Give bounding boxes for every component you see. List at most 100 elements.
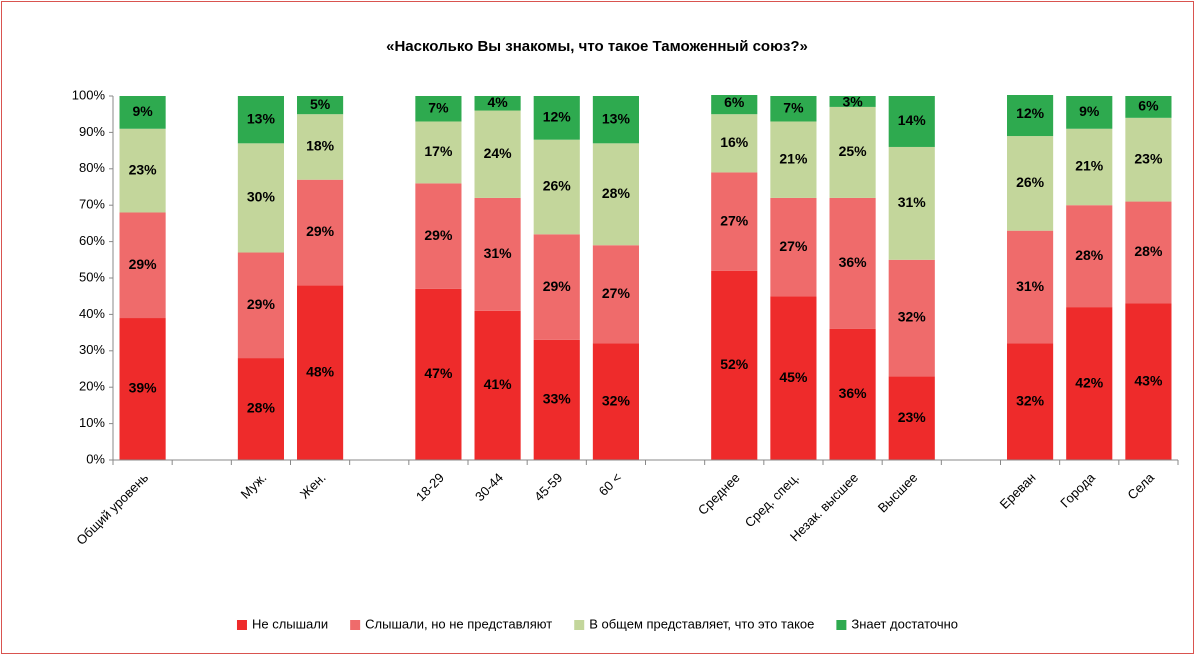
bar-segment xyxy=(237,143,284,253)
data-label: 32% xyxy=(1016,392,1045,408)
y-tick-label: 50% xyxy=(79,269,105,284)
data-label: 5% xyxy=(310,96,331,112)
bar-segment xyxy=(1125,96,1172,118)
y-tick-label: 90% xyxy=(79,124,105,139)
data-label: 6% xyxy=(1138,98,1159,114)
legend-label: Слышали, но не представляют xyxy=(365,616,552,631)
bar-segment xyxy=(770,197,817,297)
bar-segment xyxy=(415,121,462,184)
legend-label: Знает достаточно xyxy=(851,616,958,631)
data-label: 31% xyxy=(484,245,513,261)
data-label: 27% xyxy=(602,285,631,301)
data-label: 29% xyxy=(247,296,276,312)
y-tick-label: 40% xyxy=(79,306,105,321)
bar-segment xyxy=(237,96,284,144)
bar-segment xyxy=(533,139,580,235)
bar-segment xyxy=(415,183,462,289)
bar-segment xyxy=(119,128,166,213)
bar-segment xyxy=(297,114,344,180)
bar-segment xyxy=(711,114,758,173)
bar-segment xyxy=(533,339,580,460)
bar-segment xyxy=(711,172,758,271)
data-label: 7% xyxy=(428,99,449,115)
y-tick-label: 80% xyxy=(79,160,105,175)
data-label: 23% xyxy=(898,409,927,425)
bar-segment xyxy=(119,318,166,460)
data-label: 26% xyxy=(543,178,572,194)
bar-segment xyxy=(829,197,876,329)
data-label: 4% xyxy=(487,94,508,110)
data-label: 32% xyxy=(602,392,631,408)
legend-label: В общем представляет, что это такое xyxy=(589,616,814,631)
bar-segment xyxy=(888,259,935,377)
data-label: 48% xyxy=(306,363,335,379)
data-label: 24% xyxy=(484,145,513,161)
bar-segment xyxy=(592,143,639,246)
bar-segment xyxy=(119,212,166,319)
bar-segment xyxy=(592,96,639,144)
bar-segment xyxy=(592,343,639,460)
bar-segment xyxy=(1007,136,1054,231)
bar-segment xyxy=(237,358,284,460)
data-label: 9% xyxy=(1079,103,1100,119)
bar-segment xyxy=(1007,343,1054,460)
bar-segment xyxy=(474,96,521,111)
data-label: 12% xyxy=(1016,105,1045,121)
bar-segment xyxy=(474,197,521,311)
legend-swatch xyxy=(836,620,847,630)
bar-segment xyxy=(829,328,876,460)
data-label: 18% xyxy=(306,138,335,154)
data-label: 43% xyxy=(1134,372,1163,388)
bar-segment xyxy=(1066,128,1113,206)
data-label: 45% xyxy=(779,369,808,385)
data-label: 6% xyxy=(724,94,745,110)
data-label: 13% xyxy=(247,110,276,126)
data-label: 36% xyxy=(839,385,868,401)
bar-segment xyxy=(1066,96,1113,129)
data-label: 7% xyxy=(783,99,804,115)
data-label: 21% xyxy=(779,150,808,166)
bar-segment xyxy=(1125,303,1172,460)
data-label: 23% xyxy=(129,161,158,177)
y-tick-label: 0% xyxy=(86,451,105,466)
bar-segment xyxy=(474,310,521,460)
data-label: 42% xyxy=(1075,374,1104,390)
data-label: 27% xyxy=(779,238,808,254)
bar-segment xyxy=(297,285,344,460)
legend-swatch xyxy=(350,620,361,630)
data-label: 26% xyxy=(1016,174,1045,190)
data-label: 33% xyxy=(543,391,572,407)
bar-segment xyxy=(711,270,758,460)
bar-segment xyxy=(592,245,639,344)
bar-segment xyxy=(415,96,462,122)
y-tick-label: 20% xyxy=(79,379,105,394)
data-label: 14% xyxy=(898,112,927,128)
data-label: 27% xyxy=(720,212,749,228)
data-label: 32% xyxy=(898,309,927,325)
data-label: 30% xyxy=(247,189,276,205)
data-label: 13% xyxy=(602,110,631,126)
bar-segment xyxy=(297,179,344,286)
bar-segment xyxy=(888,96,935,147)
legend-swatch xyxy=(236,620,247,630)
data-label: 28% xyxy=(602,185,631,201)
bar-segment xyxy=(829,96,876,107)
bar-segment xyxy=(237,252,284,359)
bar-segment xyxy=(711,95,758,115)
bar-segment xyxy=(888,146,935,260)
data-label: 16% xyxy=(720,134,749,150)
data-label: 41% xyxy=(484,376,513,392)
data-label: 29% xyxy=(306,223,335,239)
bar-segment xyxy=(1125,201,1172,304)
chart-title: «Насколько Вы знакомы, что такое Таможен… xyxy=(386,38,808,55)
bar-segment xyxy=(297,96,344,115)
bar-segment xyxy=(1066,307,1113,460)
data-label: 28% xyxy=(1075,247,1104,263)
y-tick-label: 10% xyxy=(79,415,105,430)
data-label: 23% xyxy=(1134,150,1163,166)
data-label: 17% xyxy=(424,143,453,159)
legend-label: Не слышали xyxy=(252,616,328,631)
bar-segment xyxy=(1125,117,1172,202)
bar-segment xyxy=(533,96,580,140)
